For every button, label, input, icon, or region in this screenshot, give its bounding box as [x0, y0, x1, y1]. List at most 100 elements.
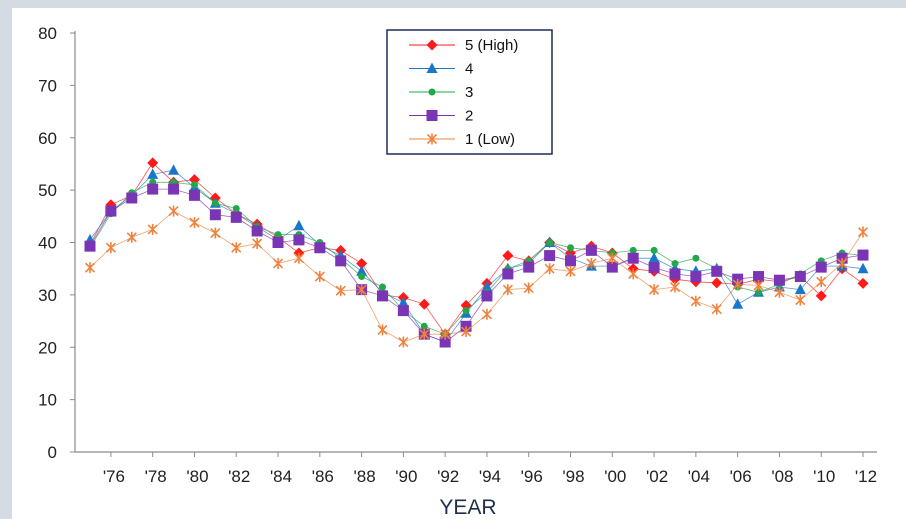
legend-label: 5 (High) [465, 37, 518, 54]
legend-label: 2 [465, 108, 473, 125]
data-point [690, 295, 701, 307]
x-tick-label: '12 [855, 467, 877, 486]
legend-marker [426, 39, 438, 51]
data-point [335, 285, 346, 297]
x-axis-title: YEAR [439, 496, 496, 519]
data-point [335, 255, 347, 267]
data-point [815, 261, 827, 273]
data-point [481, 290, 493, 302]
data-point [753, 271, 765, 283]
data-point [418, 298, 430, 310]
data-point [439, 336, 451, 348]
data-point [816, 276, 827, 288]
data-point [252, 238, 263, 250]
x-tick-label: '94 [479, 467, 501, 486]
data-point [586, 257, 597, 269]
x-tick-label: '80 [186, 467, 208, 486]
data-point [462, 307, 470, 315]
data-point [190, 181, 198, 189]
x-tick-label: '00 [604, 467, 626, 486]
data-point [649, 284, 660, 296]
data-point [147, 157, 159, 169]
y-tick-label: 70 [38, 76, 57, 95]
legend-label: 3 [465, 84, 473, 101]
plot-area [84, 157, 869, 348]
data-point [397, 296, 409, 308]
data-point [690, 271, 702, 283]
data-point [168, 205, 179, 217]
data-point [189, 217, 200, 229]
data-point [420, 322, 428, 330]
x-axis: '76 '78 '80 '82 '84 '86 '88 '90 '92 '94 '96 '98 '00 '… [75, 451, 877, 486]
x-tick-label: '98 [562, 467, 584, 486]
y-tick-label: 10 [38, 391, 57, 410]
data-point [523, 282, 534, 294]
data-point [857, 262, 869, 274]
data-point [565, 255, 577, 267]
data-point [755, 288, 763, 296]
data-point [397, 305, 409, 317]
data-point [794, 283, 806, 295]
data-point [105, 242, 116, 254]
data-point [147, 168, 159, 179]
data-point [378, 283, 386, 291]
data-point [857, 226, 869, 238]
data-point [669, 281, 681, 293]
series-line [89, 210, 864, 343]
legend-item: 2 [409, 108, 473, 125]
data-point [711, 277, 723, 289]
data-point [794, 271, 806, 283]
data-point [629, 246, 637, 254]
data-point [274, 231, 282, 239]
x-tick-label: '84 [270, 467, 292, 486]
data-point [795, 294, 806, 306]
data-point [711, 303, 722, 315]
x-tick-label: '08 [771, 467, 793, 486]
data-point [188, 189, 200, 201]
x-tick-label: '82 [228, 467, 250, 486]
data-point [671, 259, 679, 267]
legend-item: 1 (Low) [409, 131, 515, 148]
legend-marker [428, 88, 436, 96]
data-point [251, 225, 263, 237]
data-point [377, 324, 388, 336]
y-tick-label: 0 [48, 443, 57, 462]
series-line [89, 162, 864, 335]
x-tick-label: '78 [145, 467, 167, 486]
data-point [293, 252, 304, 264]
x-tick-label: '96 [521, 467, 543, 486]
data-point [648, 252, 660, 263]
data-point [126, 192, 138, 204]
data-point [419, 328, 430, 340]
data-point [585, 244, 597, 256]
data-point [460, 326, 472, 338]
legend-marker [426, 110, 438, 121]
series-5 [84, 205, 869, 348]
y-axis: 0 10 20 30 40 50 60 70 80 [38, 24, 76, 462]
data-point [314, 271, 325, 283]
data-point [211, 199, 219, 207]
legend-item: 3 [409, 84, 473, 101]
y-tick-label: 30 [38, 286, 57, 305]
data-point [837, 257, 848, 269]
data-point [356, 265, 368, 276]
data-point [230, 211, 242, 223]
x-tick-label: '90 [395, 467, 417, 486]
data-point [650, 246, 658, 254]
data-point [857, 249, 869, 261]
data-point [105, 205, 117, 217]
data-point [523, 261, 535, 273]
series-3 [86, 178, 867, 338]
data-point [544, 263, 555, 275]
data-point [502, 284, 513, 296]
legend-marker [426, 133, 438, 145]
data-point [147, 223, 158, 235]
data-point [773, 274, 785, 286]
x-tick-label: '06 [730, 467, 752, 486]
data-point [358, 273, 366, 281]
data-point [440, 328, 451, 340]
data-point [544, 250, 556, 262]
data-point [84, 240, 96, 252]
data-point [774, 286, 785, 298]
x-tick-label: '92 [437, 467, 459, 486]
